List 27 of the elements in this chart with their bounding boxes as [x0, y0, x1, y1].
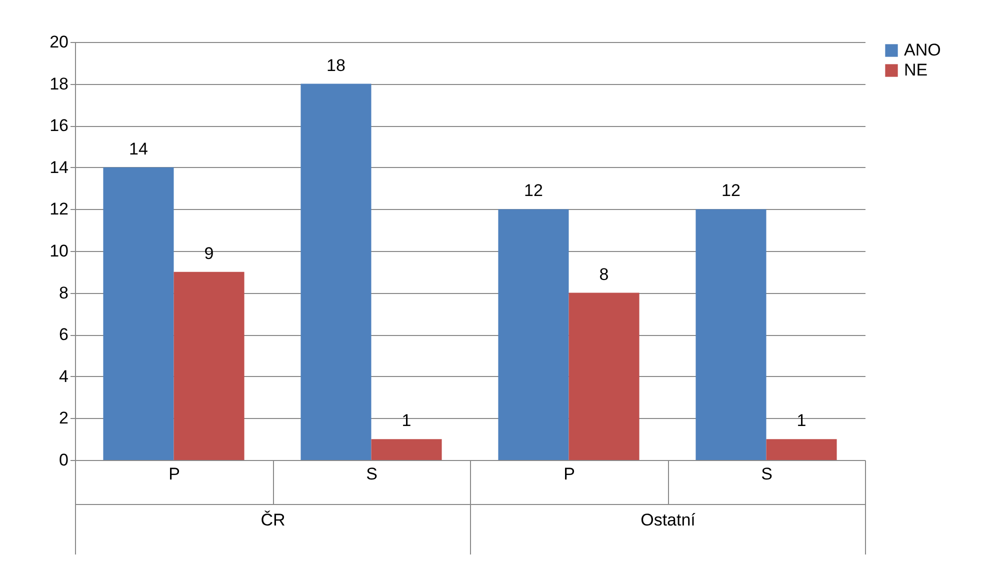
legend-label: ANO	[904, 40, 941, 60]
data-label: 14	[129, 139, 148, 158]
y-tick-label: 6	[59, 325, 68, 344]
x-tick-label: S	[366, 464, 378, 484]
data-label: 12	[722, 181, 740, 200]
x-tick-label: S	[761, 464, 772, 484]
y-tick-label: 12	[50, 200, 68, 219]
data-label: 1	[796, 411, 806, 430]
data-label: 9	[204, 244, 214, 263]
y-tick-label: 0	[59, 450, 68, 470]
y-tick-label: 16	[50, 116, 68, 136]
legend-label: NE	[904, 60, 928, 80]
text: Ostatní	[640, 510, 696, 530]
y-tick-label: 14	[50, 158, 68, 177]
data-label: 8	[599, 264, 609, 284]
y-tick-label: 4	[59, 366, 68, 386]
y-tick-label: 18	[50, 74, 68, 94]
data-label: 12	[524, 181, 543, 200]
y-tick-label: 10	[50, 242, 68, 260]
text: ČR	[260, 510, 286, 530]
data-label: 1	[402, 411, 412, 430]
y-tick-label: 2	[59, 408, 68, 428]
x-tick-label: P	[168, 464, 180, 484]
data-label: 18	[326, 56, 346, 75]
x-tick-label: P	[564, 464, 575, 484]
y-tick-label: 8	[59, 283, 68, 302]
y-tick-label: 20	[50, 32, 68, 52]
